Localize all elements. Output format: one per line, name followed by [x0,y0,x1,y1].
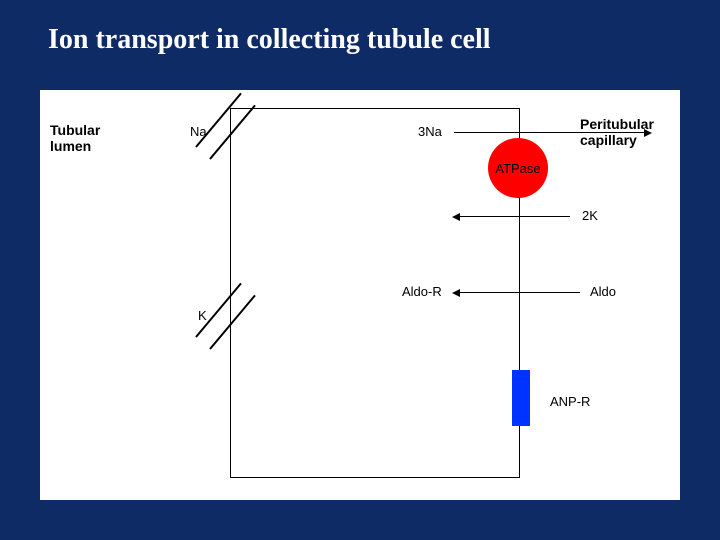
tubular-lumen-label: Tubular lumen [50,122,100,154]
aldo-label: Aldo [590,284,616,299]
arrow-shaft [460,216,570,217]
anp-receptor [512,370,530,426]
arrow-shaft [460,292,580,293]
slide: Ion transport in collecting tubule cell … [0,0,720,540]
arrow-shaft [454,132,644,133]
cell-box [230,108,520,478]
diagram-area: Tubular lumen Peritubular capillary Na K… [40,90,680,500]
atpase-pump: ATPase [488,138,548,198]
anp-r-label: ANP-R [550,394,590,409]
three-na-label: 3Na [418,124,442,139]
title-bar: Ion transport in collecting tubule cell [0,0,720,80]
atpase-label: ATPase [495,161,540,176]
aldo-r-label: Aldo-R [402,284,442,299]
slide-title: Ion transport in collecting tubule cell [48,24,491,56]
k-label: K [198,308,207,323]
arrow-head-icon [452,213,460,221]
two-k-label: 2K [582,208,598,223]
arrow-head-icon [644,129,652,137]
arrow-head-icon [452,289,460,297]
